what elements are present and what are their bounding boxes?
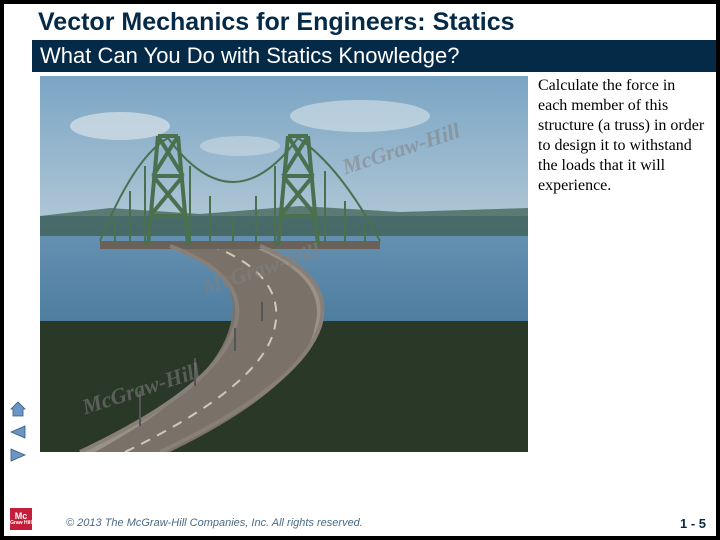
content-area: McGraw-Hill McGraw-Hill McGraw-Hill Calc… <box>32 72 716 510</box>
logo-line2: Graw Hill <box>10 521 32 526</box>
slide-title: Vector Mechanics for Engineers: Statics <box>38 8 515 37</box>
slide-subtitle: What Can You Do with Statics Knowledge? <box>40 43 459 69</box>
footer: © 2013 The McGraw-Hill Companies, Inc. A… <box>32 510 716 536</box>
title-bar: Vector Mechanics for Engineers: Statics <box>32 4 716 40</box>
bridge-svg <box>40 76 528 452</box>
body-paragraph: Calculate the force in each member of th… <box>538 76 708 196</box>
next-icon[interactable] <box>8 445 28 465</box>
bridge-image: McGraw-Hill McGraw-Hill McGraw-Hill <box>40 76 528 452</box>
prev-icon[interactable] <box>8 422 28 442</box>
home-icon[interactable] <box>8 399 28 419</box>
nav-icon-group <box>8 399 30 468</box>
page-number: 1 - 5 <box>680 516 706 531</box>
subtitle-bar: What Can You Do with Statics Knowledge? <box>32 40 716 72</box>
slide: Tenth Edition Vector Mechanics for Engin… <box>4 4 716 536</box>
copyright-text: © 2013 The McGraw-Hill Companies, Inc. A… <box>66 517 363 529</box>
publisher-logo: Mc Graw Hill <box>10 508 32 530</box>
